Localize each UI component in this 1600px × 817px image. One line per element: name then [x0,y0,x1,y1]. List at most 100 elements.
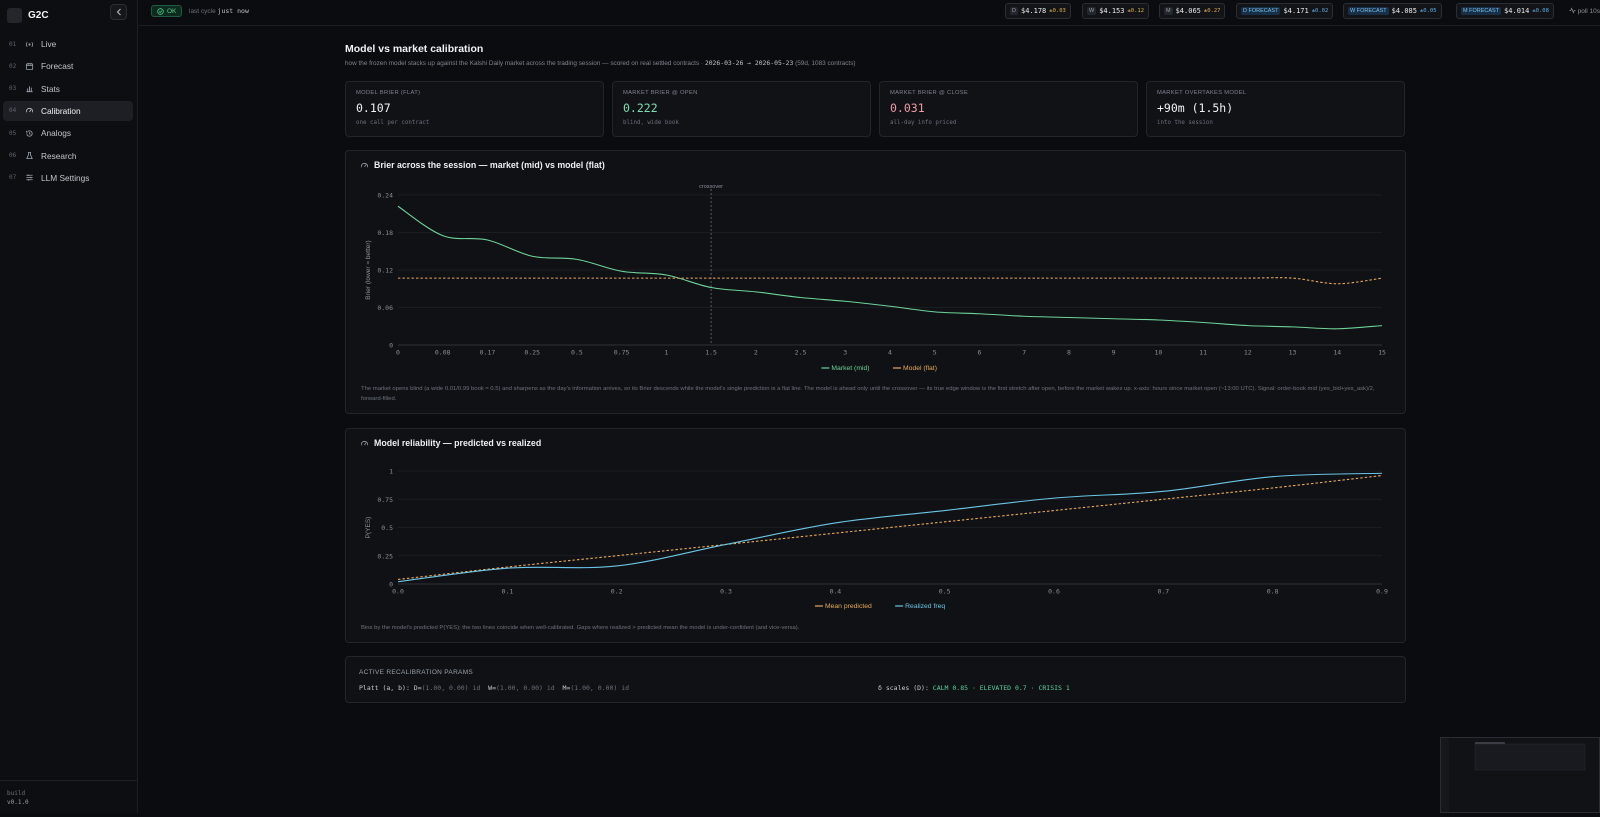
ticker-badge: W [1087,7,1097,15]
ticker-price: $4.153 [1099,7,1125,15]
brier-panel: Brier across the session — market (mid) … [345,150,1406,414]
stat-card: MODEL BRIER (FLAT) 0.107 one call per cont… [345,81,604,137]
brier-chart: 0 0.06 0.12 0.18 0.24 0 0.08 0.17 0.25 0.5 0.75 1 1.… [365,184,1386,372]
range-detail: (59d, 1083 contracts) [795,60,856,67]
stat-hint: one call per contract [356,120,430,126]
platt-label: Platt (a, b): [359,684,410,692]
y-tick-label: 0.06 [377,304,393,312]
nav-label: Analogs [41,128,71,139]
recalibration-title: ACTIVE RECALIBRATION PARAMS [359,669,474,676]
sidebar-item-calibration[interactable]: 04 Calibration [3,100,133,121]
ticker-w-forecast[interactable]: W FORECAST $4.085 ±0.05 [1343,3,1442,19]
sliders-icon [25,173,41,182]
x-tick-label: 0.17 [480,349,496,357]
thumbnail-preview [1441,738,1586,812]
nav-label: Stats [41,83,60,94]
platt-params: Platt (a, b): D=(1.00, 0.00) id W=(1.00,… [359,684,629,692]
brier-note: The market opens blind (a wide 0.01/0.99… [361,386,1375,402]
gauge-icon [25,106,41,115]
ticker-w[interactable]: W $4.153 ±0.12 [1082,3,1150,19]
status-badge[interactable]: OK [151,5,183,17]
x-tick-label: 7 [1022,349,1026,357]
stat-hint: blind, wide book [623,120,679,126]
platt-value: (1.00, 0.00) id [421,684,481,692]
nav-number: 04 [9,107,17,115]
sidebar-item-live[interactable]: 01 Live [3,34,133,54]
y-tick-label: 0.18 [377,229,393,237]
nav-number: 06 [9,152,17,159]
nav-number: 05 [9,129,17,137]
delta-label: δ scales (D): [878,684,929,692]
window-thumbnail[interactable] [1440,737,1600,813]
brand[interactable]: G2C [7,4,49,26]
x-tick-label: 15 [1378,349,1386,357]
poll-status: poll 10s [1569,7,1600,15]
x-tick-label: 5 [933,349,937,357]
ticker-delta: ±0.03 [1049,8,1066,14]
ticker-m-forecast[interactable]: M FORECAST $4.014 ±0.08 [1456,3,1554,19]
delta-scales: δ scales (D): CALM 0.85 · ELEVATED 0.7 ·… [878,684,1070,692]
x-tick-label: 2.5 [795,349,807,357]
status-text: OK [167,7,177,15]
ticker-delta: ±0.02 [1311,8,1329,14]
brier-panel-title: Brier across the session — market (mid) … [360,160,605,170]
check-circle-icon [157,7,164,15]
x-tick-label: 6 [977,349,981,357]
y-tick-label: 0.24 [377,192,393,200]
broadcast-icon [25,40,41,49]
x-tick-label: 0.5 [571,349,583,357]
x-tick-label: 4 [888,349,892,357]
ticker-price: $4.171 [1283,7,1309,15]
nav-label: LLM Settings [41,172,90,183]
x-tick-label: 0.6 [1048,588,1060,596]
x-tick-label: 0.5 [939,588,951,596]
ticker-badge: M FORECAST [1461,7,1502,15]
y-tick-label: 0 [389,342,393,350]
ticker-delta: ±0.08 [1532,8,1549,14]
ticker-d[interactable]: D $4.178 ±0.03 [1005,3,1071,19]
platt-key: W= [488,684,496,692]
x-tick-label: 9 [1112,349,1116,357]
bar-chart-icon [25,84,41,93]
y-tick-label: 0.12 [377,267,393,275]
nav-label: Forecast [41,61,74,72]
nav-number: 01 [9,40,17,48]
last-cycle-label: last cycle [189,8,216,15]
sidebar-item-forecast[interactable]: 02 Forecast [3,56,133,76]
ticker-delta: ±0.27 [1203,8,1221,14]
ticker-m[interactable]: M $4.065 ±0.27 [1159,3,1226,19]
ticker-price: $4.065 [1175,7,1201,15]
ticker-d-forecast[interactable]: D FORECAST $4.171 ±0.02 [1236,3,1334,19]
x-tick-label: 10 [1154,349,1162,357]
sidebar-item-research[interactable]: 06 Research [3,146,133,166]
x-tick-label: 0.0 [392,588,404,596]
gauge-icon [360,440,369,445]
stat-hint: into the session [1157,120,1213,126]
build-version: v0.1.0 [7,799,29,806]
y-tick-label: 0.75 [377,496,393,504]
sidebar-item-analogs[interactable]: 05 Analogs [3,123,133,143]
collapse-sidebar-button[interactable] [110,4,127,20]
series-market-mid [397,205,1383,330]
x-tick-label: 0.8 [1267,588,1279,596]
last-cycle-value: just now [217,7,249,15]
flask-icon [25,151,41,160]
brand-name: G2C [28,9,49,21]
sidebar-item-llm-settings[interactable]: 07 LLM Settings [3,168,133,188]
chevron-left-icon [116,8,121,16]
stat-value: 0.031 [890,101,925,115]
x-tick-label: 1 [664,349,668,357]
legend-label: Model (flat) [903,365,937,372]
series-mean-predicted [397,474,1383,581]
ticker-delta: ±0.12 [1127,8,1145,14]
reliability-note: Bins by the model's predicted P(YES); th… [361,625,800,631]
x-tick-label: 1.5 [705,349,717,357]
x-tick-label: 0.25 [524,349,540,357]
stat-value: 0.107 [356,101,391,115]
stat-card: MARKET BRIER @ OPEN 0.222 blind, wide book [612,81,871,137]
sidebar-item-stats[interactable]: 03 Stats [3,79,133,99]
x-tick-label: 0.3 [720,588,732,596]
nav-label: Live [41,39,57,49]
y-tick-label: 0 [389,581,393,589]
y-axis-label: Brier (lower = better) [365,240,372,299]
